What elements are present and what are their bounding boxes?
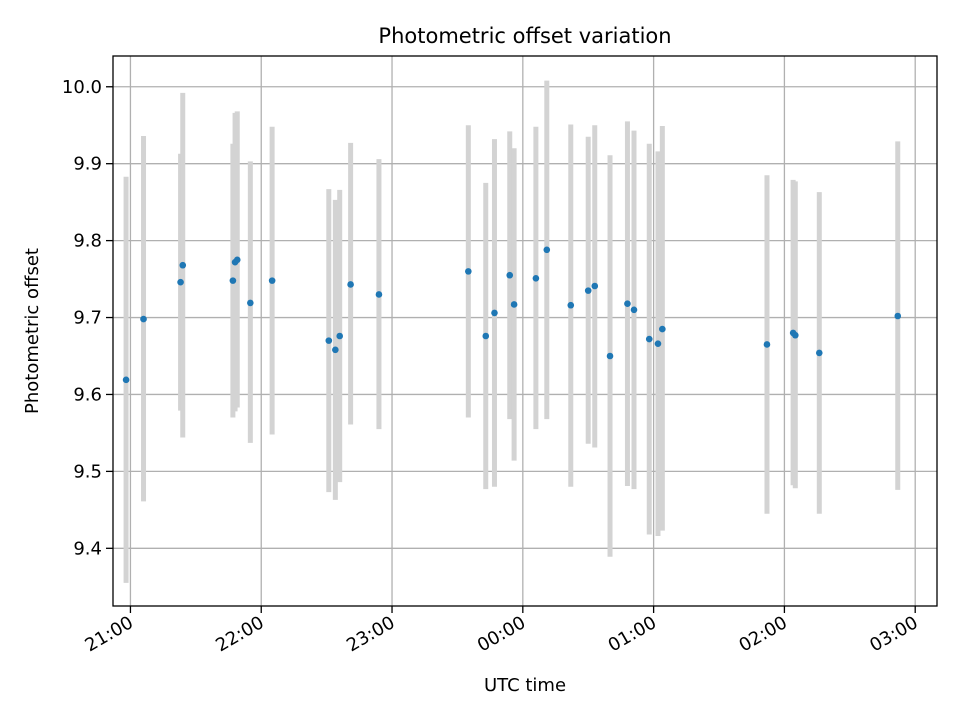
data-point — [347, 281, 354, 288]
data-point — [815, 349, 823, 357]
y-tick-label: 9.8 — [73, 231, 102, 252]
data-point — [179, 261, 187, 269]
y-tick-label: 9.9 — [73, 154, 102, 175]
data-point — [229, 277, 237, 284]
data-point — [567, 301, 575, 309]
data-point — [177, 278, 184, 286]
data-point — [336, 332, 344, 340]
data-point — [506, 271, 514, 279]
data-point — [465, 268, 472, 275]
y-tick-label: 9.4 — [73, 538, 102, 559]
data-point — [510, 301, 518, 308]
data-point — [645, 335, 653, 343]
y-tick-label: 10.0 — [62, 77, 102, 98]
data-point — [375, 291, 383, 298]
data-point — [122, 376, 130, 384]
y-tick-label: 9.5 — [73, 461, 102, 482]
y-tick-label: 9.6 — [73, 384, 102, 405]
data-point — [247, 299, 254, 307]
data-point — [894, 312, 902, 320]
y-tick-label: 9.7 — [73, 308, 102, 329]
data-point — [543, 246, 551, 254]
plot-frame — [112, 55, 938, 607]
data-point — [654, 340, 662, 347]
data-point — [624, 300, 631, 307]
data-point — [591, 282, 599, 290]
x-axis-title: UTC time — [484, 675, 566, 696]
grid-layer — [113, 56, 937, 606]
data-point — [268, 277, 276, 284]
data-point — [332, 346, 339, 354]
data-point — [659, 325, 666, 333]
data-point — [491, 309, 498, 317]
y-axis: 9.4 9.5 9.6 9.7 9.8 9.9 10.0 — [62, 77, 113, 559]
data-point — [763, 341, 771, 348]
data-point — [630, 306, 638, 314]
data-point — [482, 332, 490, 340]
data-point — [233, 256, 241, 264]
point-layer — [122, 246, 902, 384]
chart-title: Photometric offset variation — [378, 24, 671, 48]
data-point — [584, 287, 592, 294]
y-axis-title: Photometric offset — [22, 248, 43, 414]
data-point — [532, 275, 540, 282]
data-point — [325, 337, 333, 344]
data-point — [606, 352, 614, 360]
data-point — [140, 315, 147, 323]
data-point — [792, 331, 799, 339]
